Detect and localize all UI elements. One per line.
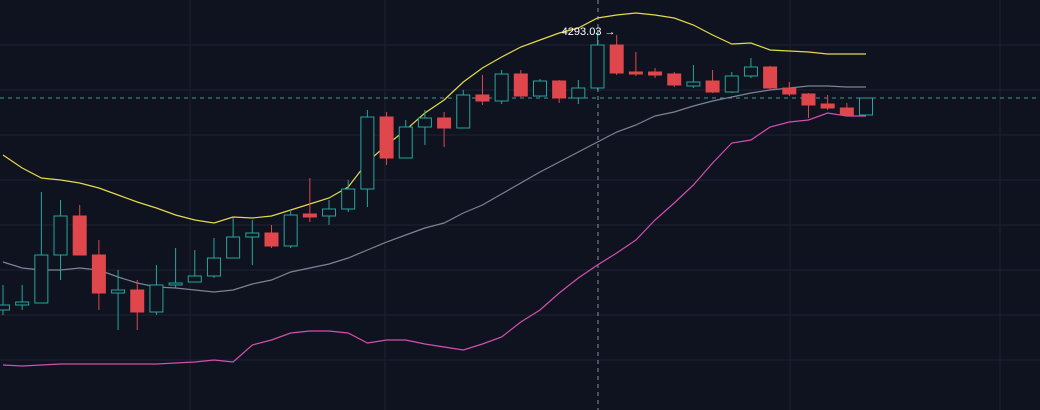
candle-body xyxy=(782,87,797,95)
candle-body xyxy=(34,254,49,304)
candle-body xyxy=(743,66,758,77)
candle-body xyxy=(456,94,471,129)
candle-body xyxy=(628,71,643,75)
candle-body xyxy=(187,275,202,283)
candle-body xyxy=(245,232,260,238)
candle-body xyxy=(111,289,126,294)
candle-body xyxy=(0,304,10,311)
candle-body xyxy=(226,236,241,259)
candle-body xyxy=(53,215,68,256)
candle-body xyxy=(859,97,873,116)
candle-body xyxy=(437,117,452,129)
candle-body xyxy=(72,215,87,256)
candle-body xyxy=(552,80,567,99)
candle-body xyxy=(264,232,279,247)
band-line xyxy=(2,112,866,367)
candle-body xyxy=(839,107,854,116)
candle-body xyxy=(417,117,432,128)
candle-body xyxy=(91,254,106,294)
candle-body xyxy=(130,289,145,313)
candle-body xyxy=(513,73,528,97)
candle-body xyxy=(705,80,720,93)
candle-body xyxy=(149,284,164,313)
candle-body xyxy=(648,71,663,76)
band-line xyxy=(2,12,866,224)
candle-body xyxy=(801,93,816,106)
candle-body xyxy=(724,75,739,93)
candle-body xyxy=(379,116,394,159)
price-annotation: 4293.03 → xyxy=(562,26,616,38)
candle-body xyxy=(302,213,317,218)
candle-body xyxy=(686,81,701,87)
candle-body xyxy=(283,214,298,247)
candle-body xyxy=(15,301,30,306)
candle-body xyxy=(532,80,547,97)
candle-body xyxy=(168,282,183,286)
candle-body xyxy=(571,87,586,99)
candle-body xyxy=(322,208,337,217)
candle-body xyxy=(820,103,835,109)
candle-body xyxy=(590,44,605,89)
candle-body xyxy=(475,94,490,102)
candle-body xyxy=(398,126,413,159)
candle-body xyxy=(494,73,509,102)
candle-body xyxy=(763,66,778,89)
candle-body xyxy=(667,73,682,86)
candle-body xyxy=(206,257,221,277)
band-line xyxy=(2,85,866,293)
candle-body xyxy=(360,116,375,190)
candle-body xyxy=(609,44,624,74)
candle-body xyxy=(341,188,356,210)
